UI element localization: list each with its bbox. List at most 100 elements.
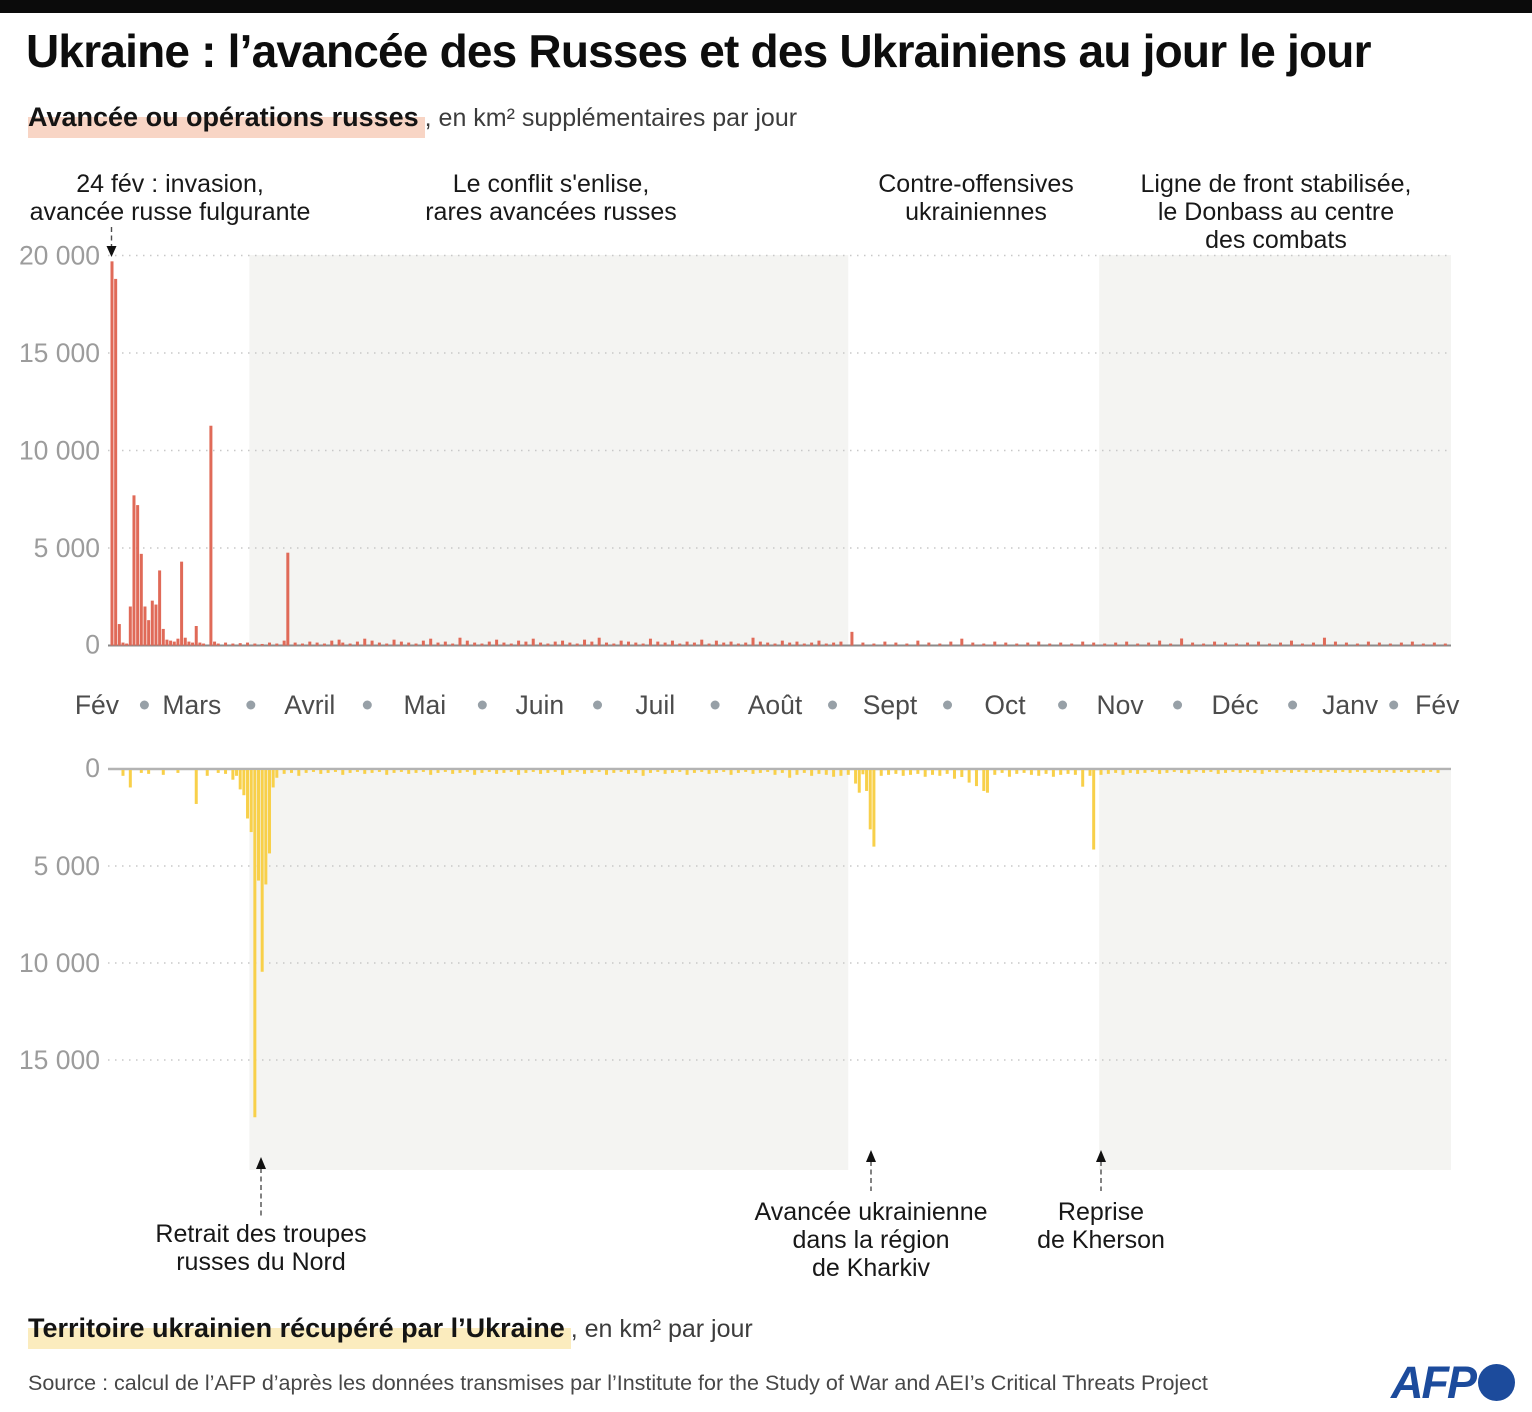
bar-ukrainian <box>1363 770 1367 773</box>
bar-ukrainian <box>121 770 125 776</box>
bar-ukrainian <box>429 770 433 775</box>
bar-ukrainian <box>1355 770 1359 772</box>
bar-russian <box>282 640 286 646</box>
bar-russian <box>1103 643 1107 646</box>
bar-russian <box>414 643 418 646</box>
month-label: Mars <box>162 690 221 720</box>
bar-russian <box>421 640 425 646</box>
bar-ukrainian <box>1088 770 1092 776</box>
bar-russian <box>1136 643 1140 646</box>
bar-ukrainian <box>443 770 447 772</box>
annotation-line: Retrait des troupes <box>155 1220 367 1248</box>
month-label: Juin <box>516 690 565 720</box>
bar-ukrainian <box>1311 770 1315 772</box>
bar-ukrainian <box>810 770 814 776</box>
bar-russian <box>700 639 704 646</box>
bar-russian <box>458 637 462 646</box>
bar-ukrainian <box>139 770 143 773</box>
bar-ukrainian <box>1150 770 1154 772</box>
bar-ukrainian <box>1066 770 1070 774</box>
annotation-line: rares avancées russes <box>425 198 677 226</box>
bar-russian <box>286 552 290 646</box>
bar-ukrainian <box>246 770 250 819</box>
bottom-chart-label-highlight: Territoire ukrainien récupéré par l’Ukra… <box>28 1313 571 1349</box>
bar-ukrainian <box>1158 770 1162 774</box>
bar-ukrainian <box>846 770 850 775</box>
bar-russian <box>385 643 389 646</box>
bar-ukrainian <box>1099 770 1103 775</box>
bar-russian <box>1421 643 1425 646</box>
bar-ukrainian <box>832 770 836 777</box>
bar-russian <box>1366 641 1370 646</box>
bar-russian <box>268 642 272 646</box>
bar-russian <box>656 641 660 646</box>
bar-ukrainian <box>205 770 209 776</box>
bar-ukrainian <box>1289 770 1293 773</box>
bar-ukrainian <box>583 770 587 774</box>
bar-ukrainian <box>297 770 301 776</box>
bar-ukrainian <box>692 770 696 773</box>
ytick-label-top: 10 000 <box>19 436 100 466</box>
bar-ukrainian <box>502 770 506 773</box>
month-label: Sept <box>863 690 918 720</box>
bar-russian <box>810 642 814 646</box>
bar-russian <box>850 631 854 646</box>
bar-russian <box>399 641 403 646</box>
bar-russian <box>392 639 396 646</box>
bar-russian <box>330 640 334 646</box>
bar-ukrainian <box>128 770 132 788</box>
bar-russian <box>293 642 297 646</box>
annotation-line: des combats <box>1205 226 1347 254</box>
bar-russian <box>619 640 623 646</box>
bar-russian <box>224 642 228 646</box>
bar-russian <box>780 640 784 646</box>
bar-russian <box>191 642 195 646</box>
annotation-conflit-enlise: Le conflit s'enlise, rares avancées russ… <box>401 170 701 226</box>
bar-russian <box>509 643 513 646</box>
bar-russian <box>648 638 652 646</box>
bar-ukrainian <box>861 770 865 775</box>
bar-russian <box>253 643 257 646</box>
bar-russian <box>817 640 821 646</box>
bar-ukrainian <box>319 770 323 774</box>
bar-russian <box>209 425 213 646</box>
annotation-retrait-nord: Retrait des troupes russes du Nord <box>111 1220 411 1276</box>
bar-ukrainian <box>1059 770 1063 775</box>
bar-ukrainian <box>539 770 543 774</box>
bar-ukrainian <box>517 770 521 775</box>
bottom-chart-label-unit: , en km² par jour <box>570 1315 753 1343</box>
bar-ukrainian <box>656 770 660 772</box>
bar-russian <box>938 643 942 646</box>
bar-ukrainian <box>304 770 308 773</box>
bar-russian <box>894 642 898 646</box>
bar-ukrainian <box>1377 770 1381 773</box>
bar-russian <box>125 643 129 646</box>
bar-russian <box>1037 641 1041 646</box>
bar-ukrainian <box>253 770 257 1118</box>
bar-russian <box>1311 642 1315 646</box>
bar-ukrainian <box>1282 770 1286 772</box>
bar-ukrainian <box>348 770 352 773</box>
bar-russian <box>553 641 557 646</box>
bar-ukrainian <box>1385 770 1389 772</box>
bar-ukrainian <box>1297 770 1301 772</box>
bar-ukrainian <box>773 770 777 775</box>
bar-russian <box>872 643 876 646</box>
bar-ukrainian <box>967 770 971 783</box>
bar-russian <box>612 643 616 646</box>
bar-ukrainian <box>854 770 858 784</box>
bar-russian <box>861 642 865 646</box>
bar-russian <box>1213 641 1217 646</box>
bar-ukrainian <box>399 770 403 772</box>
bar-russian <box>575 643 579 646</box>
bar-russian <box>531 638 535 646</box>
bar-russian <box>465 640 469 646</box>
bar-russian <box>993 641 997 646</box>
bar-ukrainian <box>700 770 704 772</box>
annotation-line: ukrainiennes <box>905 198 1047 226</box>
bar-russian <box>971 642 975 646</box>
bar-ukrainian <box>1194 770 1198 772</box>
bar-ukrainian <box>216 770 220 773</box>
bar-ukrainian <box>458 770 462 773</box>
bar-russian <box>150 600 154 646</box>
